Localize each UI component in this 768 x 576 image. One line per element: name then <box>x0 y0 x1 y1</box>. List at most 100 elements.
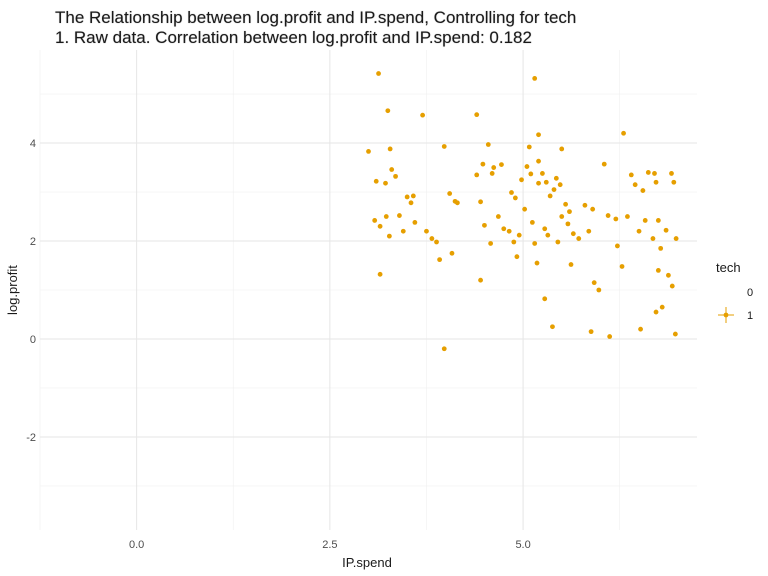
legend-entries: 01 <box>718 284 753 323</box>
data-point <box>542 226 548 232</box>
data-point <box>528 171 534 177</box>
x-tick-labels: 0.0 2.5 5.0 <box>129 539 531 551</box>
data-point <box>658 245 664 251</box>
data-point <box>568 262 574 267</box>
data-point <box>534 260 540 266</box>
x-tick-label: 5.0 <box>515 539 530 551</box>
data-point <box>383 180 388 186</box>
data-point <box>559 146 565 152</box>
legend-key-point <box>723 312 729 318</box>
data-point <box>586 228 592 234</box>
data-point <box>645 170 651 175</box>
data-point <box>420 112 426 118</box>
y-tick-label: 0 <box>30 334 36 346</box>
data-point <box>671 179 677 185</box>
data-point <box>607 334 613 339</box>
data-point <box>673 236 679 241</box>
data-point <box>591 280 597 286</box>
data-point <box>489 171 495 176</box>
data-point <box>532 241 538 246</box>
data-point <box>383 214 389 219</box>
data-point <box>553 175 559 181</box>
data-point <box>441 346 447 352</box>
data-point <box>376 71 381 76</box>
data-point <box>485 142 491 147</box>
data-point <box>565 221 571 227</box>
data-point <box>393 173 398 179</box>
data-point <box>524 164 530 169</box>
data-point <box>567 209 572 215</box>
chart-subtitle: 1. Raw data. Correlation between log.pro… <box>55 28 532 47</box>
data-point <box>536 158 541 164</box>
chart-title-block: The Relationship between log.profit and … <box>55 8 576 48</box>
data-point <box>638 326 643 332</box>
data-point <box>478 199 483 205</box>
data-point <box>601 161 607 167</box>
grid-major <box>40 50 697 530</box>
data-point <box>499 162 504 168</box>
data-point <box>655 268 661 273</box>
data-point <box>632 182 638 188</box>
data-point <box>501 226 507 232</box>
y-tick-label: -2 <box>26 432 36 444</box>
data-point <box>547 193 553 199</box>
data-point <box>449 250 455 256</box>
y-tick-label: 4 <box>30 138 36 150</box>
data-point <box>588 329 594 335</box>
data-point <box>437 257 443 263</box>
x-tick-label: 0.0 <box>129 539 144 551</box>
data-point <box>669 283 675 289</box>
data-point <box>514 254 520 260</box>
data-point <box>509 190 514 195</box>
data-point <box>372 218 378 223</box>
chart-title: The Relationship between log.profit and … <box>55 8 577 27</box>
data-point <box>659 304 665 310</box>
data-point <box>663 227 669 233</box>
data-point <box>669 171 674 176</box>
data-point <box>555 239 561 245</box>
legend-label: 0 <box>747 287 753 299</box>
legend-key-point <box>723 289 729 295</box>
data-point <box>526 144 532 150</box>
data-point <box>636 228 642 234</box>
y-tick-labels: -2 0 2 4 <box>26 138 36 444</box>
legend-label: 1 <box>747 310 753 322</box>
data-point <box>495 214 501 219</box>
data-point <box>619 264 625 269</box>
grid-minor <box>39 50 697 530</box>
data-point <box>550 324 555 330</box>
data-point <box>511 239 517 245</box>
data-point <box>559 214 565 219</box>
data-point <box>516 232 522 238</box>
data-point <box>666 272 671 278</box>
data-point <box>576 236 582 241</box>
data-point <box>478 277 483 283</box>
data-point <box>522 206 528 212</box>
data-point <box>397 213 402 218</box>
legend: tech 01 <box>716 260 753 323</box>
data-point <box>482 222 487 228</box>
data-point <box>543 179 549 185</box>
data-point <box>373 178 379 184</box>
data-point <box>653 309 659 315</box>
data-point <box>605 213 611 218</box>
data-point <box>386 233 392 239</box>
data-point <box>429 236 435 241</box>
data-point <box>582 202 588 208</box>
data-point <box>474 112 480 118</box>
data-point <box>642 218 648 223</box>
data-point <box>540 171 545 176</box>
data-point <box>532 76 538 81</box>
data-point <box>404 194 410 200</box>
data-points <box>366 71 679 352</box>
data-point <box>377 271 383 277</box>
data-point <box>400 228 406 234</box>
data-point <box>536 132 541 138</box>
data-point <box>385 108 391 114</box>
data-point <box>412 220 418 225</box>
data-point <box>628 172 634 178</box>
data-point <box>614 243 620 249</box>
data-point <box>640 188 646 193</box>
data-point <box>650 236 656 241</box>
